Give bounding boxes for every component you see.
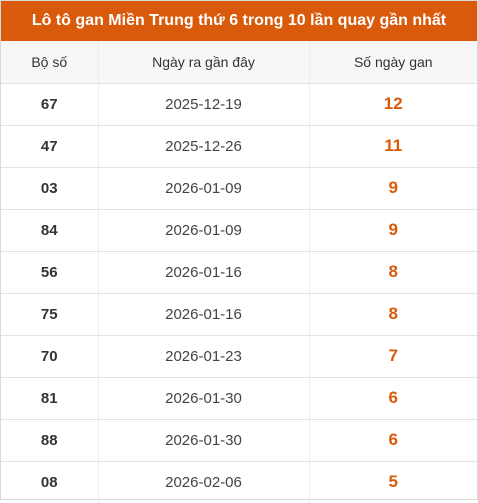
cell-days: 12 [308, 83, 477, 126]
cell-days: 8 [308, 251, 477, 294]
table-row: 47 2025-12-26 11 [1, 125, 477, 168]
header-bo-so: Bộ số [1, 41, 98, 84]
cell-days: 5 [308, 461, 477, 503]
cell-days: 9 [308, 167, 477, 210]
cell-date: 2025-12-19 [97, 83, 309, 126]
lo-gan-table: Bộ số Ngày ra gần đây Số ngày gan 67 202… [1, 41, 477, 503]
table-row: 88 2026-01-30 6 [1, 419, 477, 462]
cell-date: 2026-01-09 [97, 209, 309, 252]
cell-date: 2025-12-26 [97, 125, 309, 168]
cell-number: 84 [1, 209, 98, 252]
table-header-row: Bộ số Ngày ra gần đây Số ngày gan [1, 41, 477, 84]
table-row: 03 2026-01-09 9 [1, 167, 477, 210]
cell-number: 56 [1, 251, 98, 294]
cell-date: 2026-01-30 [97, 419, 309, 462]
cell-number: 03 [1, 167, 98, 210]
table-row: 70 2026-01-23 7 [1, 335, 477, 378]
cell-days: 9 [308, 209, 477, 252]
cell-number: 08 [40, 473, 58, 491]
cell-days: 11 [308, 125, 477, 168]
cell-number: 67 [1, 83, 98, 126]
cell-number: 47 [1, 125, 98, 168]
cell-date: 2026-01-23 [97, 335, 309, 378]
table-row: 81 2026-01-30 6 [1, 377, 477, 420]
cell-number: 70 [1, 335, 98, 378]
cell-number: 88 [1, 419, 98, 462]
table-row: 08 2026-02-06 5 [1, 461, 477, 503]
cell-date: 2026-02-06 [97, 461, 309, 503]
table-row: 84 2026-01-09 9 [1, 209, 477, 252]
cell-days: 6 [308, 419, 477, 462]
cell-days: 6 [308, 377, 477, 420]
table-row: 75 2026-01-16 8 [1, 293, 477, 336]
header-ngay-ra: Ngày ra gần đây [97, 41, 309, 84]
cell-date: 2026-01-16 [97, 293, 309, 336]
cell-number: 75 [1, 293, 98, 336]
widget-title: Lô tô gan Miền Trung thứ 6 trong 10 lần … [1, 1, 477, 41]
cell-date: 2026-01-30 [97, 377, 309, 420]
cell-date: 2026-01-16 [97, 251, 309, 294]
cell-number: 81 [1, 377, 98, 420]
table-row: 67 2025-12-19 12 [1, 83, 477, 126]
header-so-ngay-gan: Số ngày gan [308, 41, 477, 84]
table-row: 56 2026-01-16 8 [1, 251, 477, 294]
cell-date: 2026-01-09 [97, 167, 309, 210]
cell-days: 7 [308, 335, 477, 378]
cell-days: 8 [308, 293, 477, 336]
